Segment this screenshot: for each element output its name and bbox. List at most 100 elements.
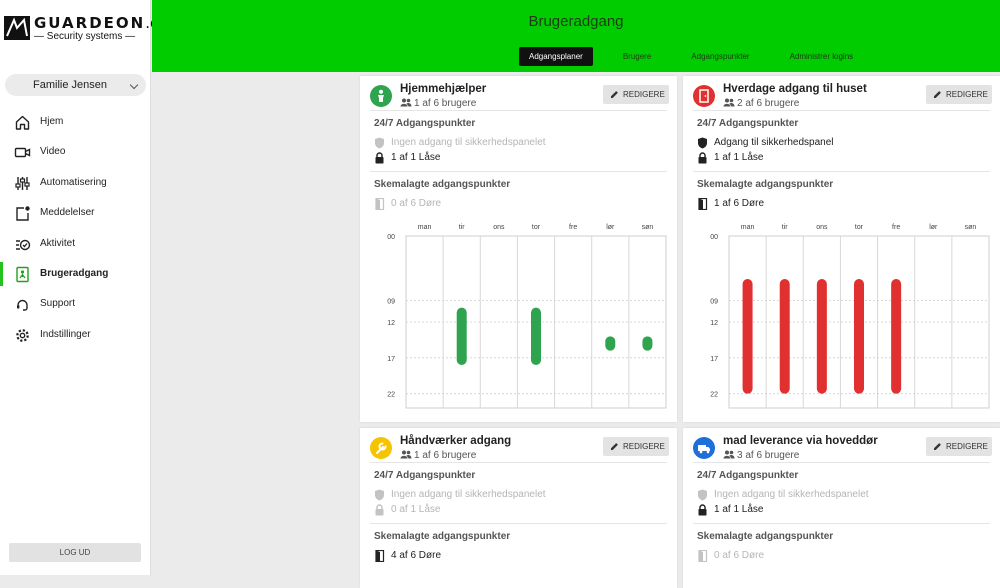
door-icon bbox=[375, 198, 385, 210]
lock-icon bbox=[698, 504, 707, 516]
door-icon bbox=[698, 198, 708, 210]
section-title-247: 24/7 Adgangspunkter bbox=[697, 470, 799, 481]
hour-label: 22 bbox=[710, 392, 718, 399]
logout-button[interactable]: LOG UD bbox=[9, 543, 141, 562]
tab-adgangspunkter[interactable]: Adgangspunkter bbox=[691, 52, 750, 61]
schedule-bar bbox=[816, 279, 827, 394]
section-title-scheduled: Skemalagte adgangspunkter bbox=[374, 531, 511, 542]
door-icon bbox=[698, 550, 708, 562]
divider bbox=[370, 523, 667, 524]
activity-icon bbox=[16, 239, 31, 250]
schedule-bar bbox=[605, 336, 616, 351]
hour-label: 00 bbox=[387, 234, 395, 241]
divider bbox=[370, 110, 667, 111]
day-label: lør bbox=[606, 224, 615, 231]
gear-icon bbox=[16, 328, 29, 342]
schedule-bar bbox=[456, 307, 467, 365]
shield-icon bbox=[375, 489, 384, 501]
users-icon bbox=[400, 98, 412, 107]
access-plan-card: Håndværker adgang 1 af 6 brugere REDIGERE 2… bbox=[360, 428, 677, 588]
divider bbox=[693, 171, 990, 172]
day-label: tir bbox=[459, 224, 466, 231]
day-label: man bbox=[418, 224, 432, 231]
top-bar: Brugeradgang Adgangsplaner Brugere Adgan… bbox=[152, 0, 1000, 72]
day-label: man bbox=[741, 224, 755, 231]
day-label: fre bbox=[892, 224, 900, 231]
schedule-bar bbox=[742, 279, 753, 394]
card-title: mad leverance via hoveddør bbox=[723, 435, 878, 447]
users-icon bbox=[400, 450, 412, 459]
access-plan-card: Hverdage adgang til huset 2 af 6 brugere R… bbox=[683, 76, 1000, 422]
day-label: søn bbox=[965, 224, 977, 231]
schedule-bar bbox=[642, 336, 653, 351]
home-icon bbox=[15, 115, 30, 130]
users-icon bbox=[723, 98, 735, 107]
edit-button[interactable]: REDIGERE bbox=[926, 437, 992, 456]
brand-name: GUARDEON.dk bbox=[34, 14, 168, 32]
sidebar: GUARDEON.dk — Security systems — Familie… bbox=[0, 0, 168, 575]
edit-button[interactable]: REDIGERE bbox=[603, 437, 669, 456]
day-label: tor bbox=[855, 224, 864, 231]
shield-icon bbox=[698, 489, 707, 501]
shield-icon bbox=[375, 137, 384, 149]
divider bbox=[693, 523, 990, 524]
divider bbox=[370, 462, 667, 463]
section-title-247: 24/7 Adgangspunkter bbox=[374, 470, 476, 481]
edit-button[interactable]: REDIGERE bbox=[603, 85, 669, 104]
nav-item-hjem[interactable]: Hjem bbox=[0, 107, 151, 137]
divider bbox=[693, 462, 990, 463]
weekly-schedule-chart: man tir ons tor fre lør søn 00 09 12 17 22 bbox=[710, 224, 990, 409]
pencil-icon bbox=[611, 91, 618, 98]
notification-icon bbox=[16, 206, 30, 221]
day-label: lør bbox=[929, 224, 938, 231]
hour-label: 12 bbox=[387, 320, 395, 327]
lock-icon bbox=[375, 504, 384, 516]
pencil-icon bbox=[934, 443, 941, 450]
hour-label: 17 bbox=[710, 356, 718, 363]
card-title: Hjemmehjælper bbox=[400, 83, 487, 95]
door-icon bbox=[693, 85, 715, 107]
pencil-icon bbox=[934, 91, 941, 98]
schedule-bar bbox=[531, 307, 541, 365]
section-title-scheduled: Skemalagte adgangspunkter bbox=[374, 179, 511, 190]
lock-icon bbox=[698, 152, 707, 164]
nav-item-aktivitet[interactable]: Aktivitet bbox=[0, 229, 151, 259]
hour-label: 00 bbox=[710, 234, 718, 241]
user-access-icon bbox=[16, 266, 29, 283]
nav-item-meddelelser[interactable]: Meddelelser bbox=[0, 198, 151, 228]
nav-item-brugeradgang[interactable]: Brugeradgang bbox=[0, 259, 151, 289]
pencil-icon bbox=[611, 443, 618, 450]
card-user-count: 3 af 6 brugere bbox=[723, 450, 799, 461]
tab-administrer-logins[interactable]: Administrer logins bbox=[789, 52, 854, 61]
headset-icon bbox=[17, 300, 28, 312]
section-title-247: 24/7 Adgangspunkter bbox=[374, 118, 476, 129]
day-label: tor bbox=[532, 224, 541, 231]
tab-brugere[interactable]: Brugere bbox=[622, 52, 652, 61]
day-label: ons bbox=[816, 224, 828, 231]
day-label: søn bbox=[642, 224, 654, 231]
weekly-schedule-chart: man tir ons tor fre lør søn 00 09 12 17 22 bbox=[387, 224, 667, 409]
divider bbox=[370, 171, 667, 172]
hour-label: 22 bbox=[387, 392, 395, 399]
family-select[interactable]: Familie Jensen bbox=[5, 74, 146, 96]
day-label: fre bbox=[569, 224, 577, 231]
lock-icon bbox=[375, 152, 384, 164]
card-user-count: 2 af 6 brugere bbox=[723, 98, 799, 109]
section-title-scheduled: Skemalagte adgangspunkter bbox=[697, 179, 834, 190]
tab-adgangsplaner[interactable]: Adgangsplaner bbox=[519, 47, 593, 66]
hour-label: 09 bbox=[710, 299, 718, 306]
nav-item-video[interactable]: Video bbox=[0, 137, 151, 167]
users-icon bbox=[723, 450, 735, 459]
family-select-value: Familie Jensen bbox=[33, 79, 107, 91]
nav-item-automatisering[interactable]: Automatisering bbox=[0, 168, 151, 198]
nav-item-indstillinger[interactable]: Indstillinger bbox=[0, 320, 151, 350]
hour-label: 17 bbox=[387, 356, 395, 363]
edit-button[interactable]: REDIGERE bbox=[926, 85, 992, 104]
nav-item-support[interactable]: Support bbox=[0, 289, 151, 319]
shield-icon bbox=[698, 137, 707, 149]
schedule-bar bbox=[779, 279, 790, 394]
tab-bar: Adgangsplaner Brugere Adgangspunkter Adm… bbox=[519, 47, 883, 67]
page-title: Brugeradgang bbox=[528, 13, 624, 30]
brand-logo[interactable]: GUARDEON.dk — Security systems — bbox=[4, 12, 168, 44]
person-icon bbox=[370, 85, 392, 107]
